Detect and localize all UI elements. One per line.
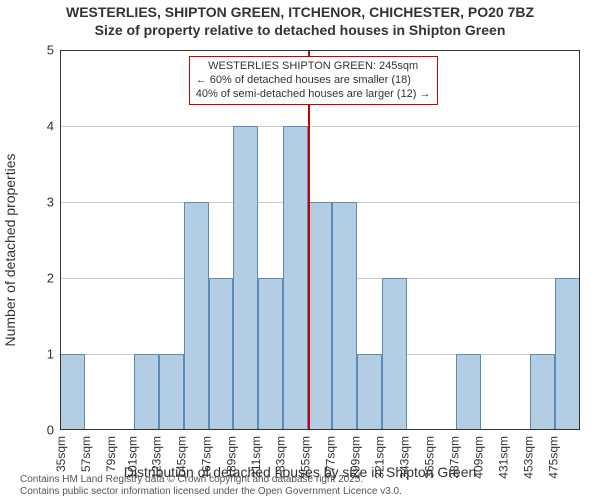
plot-area: 01234535sqm57sqm79sqm101sqm123sqm145sqm1… <box>60 50 580 430</box>
y-tick-label: 1 <box>47 347 60 362</box>
footer-line-2: Contains public sector information licen… <box>20 486 402 498</box>
footer-line-1: Contains HM Land Registry data © Crown c… <box>20 474 402 486</box>
y-tick-label: 5 <box>47 43 60 58</box>
footer-attribution: Contains HM Land Registry data © Crown c… <box>20 474 402 498</box>
y-tick-label: 4 <box>47 119 60 134</box>
plot-border <box>60 50 580 430</box>
y-axis-label: Number of detached properties <box>2 154 18 347</box>
chart-root: WESTERLIES, SHIPTON GREEN, ITCHENOR, CHI… <box>0 0 600 500</box>
y-tick-label: 3 <box>47 195 60 210</box>
title-block: WESTERLIES, SHIPTON GREEN, ITCHENOR, CHI… <box>0 4 600 39</box>
chart-title-sub: Size of property relative to detached ho… <box>0 22 600 40</box>
chart-title-main: WESTERLIES, SHIPTON GREEN, ITCHENOR, CHI… <box>0 4 600 22</box>
y-tick-label: 2 <box>47 271 60 286</box>
